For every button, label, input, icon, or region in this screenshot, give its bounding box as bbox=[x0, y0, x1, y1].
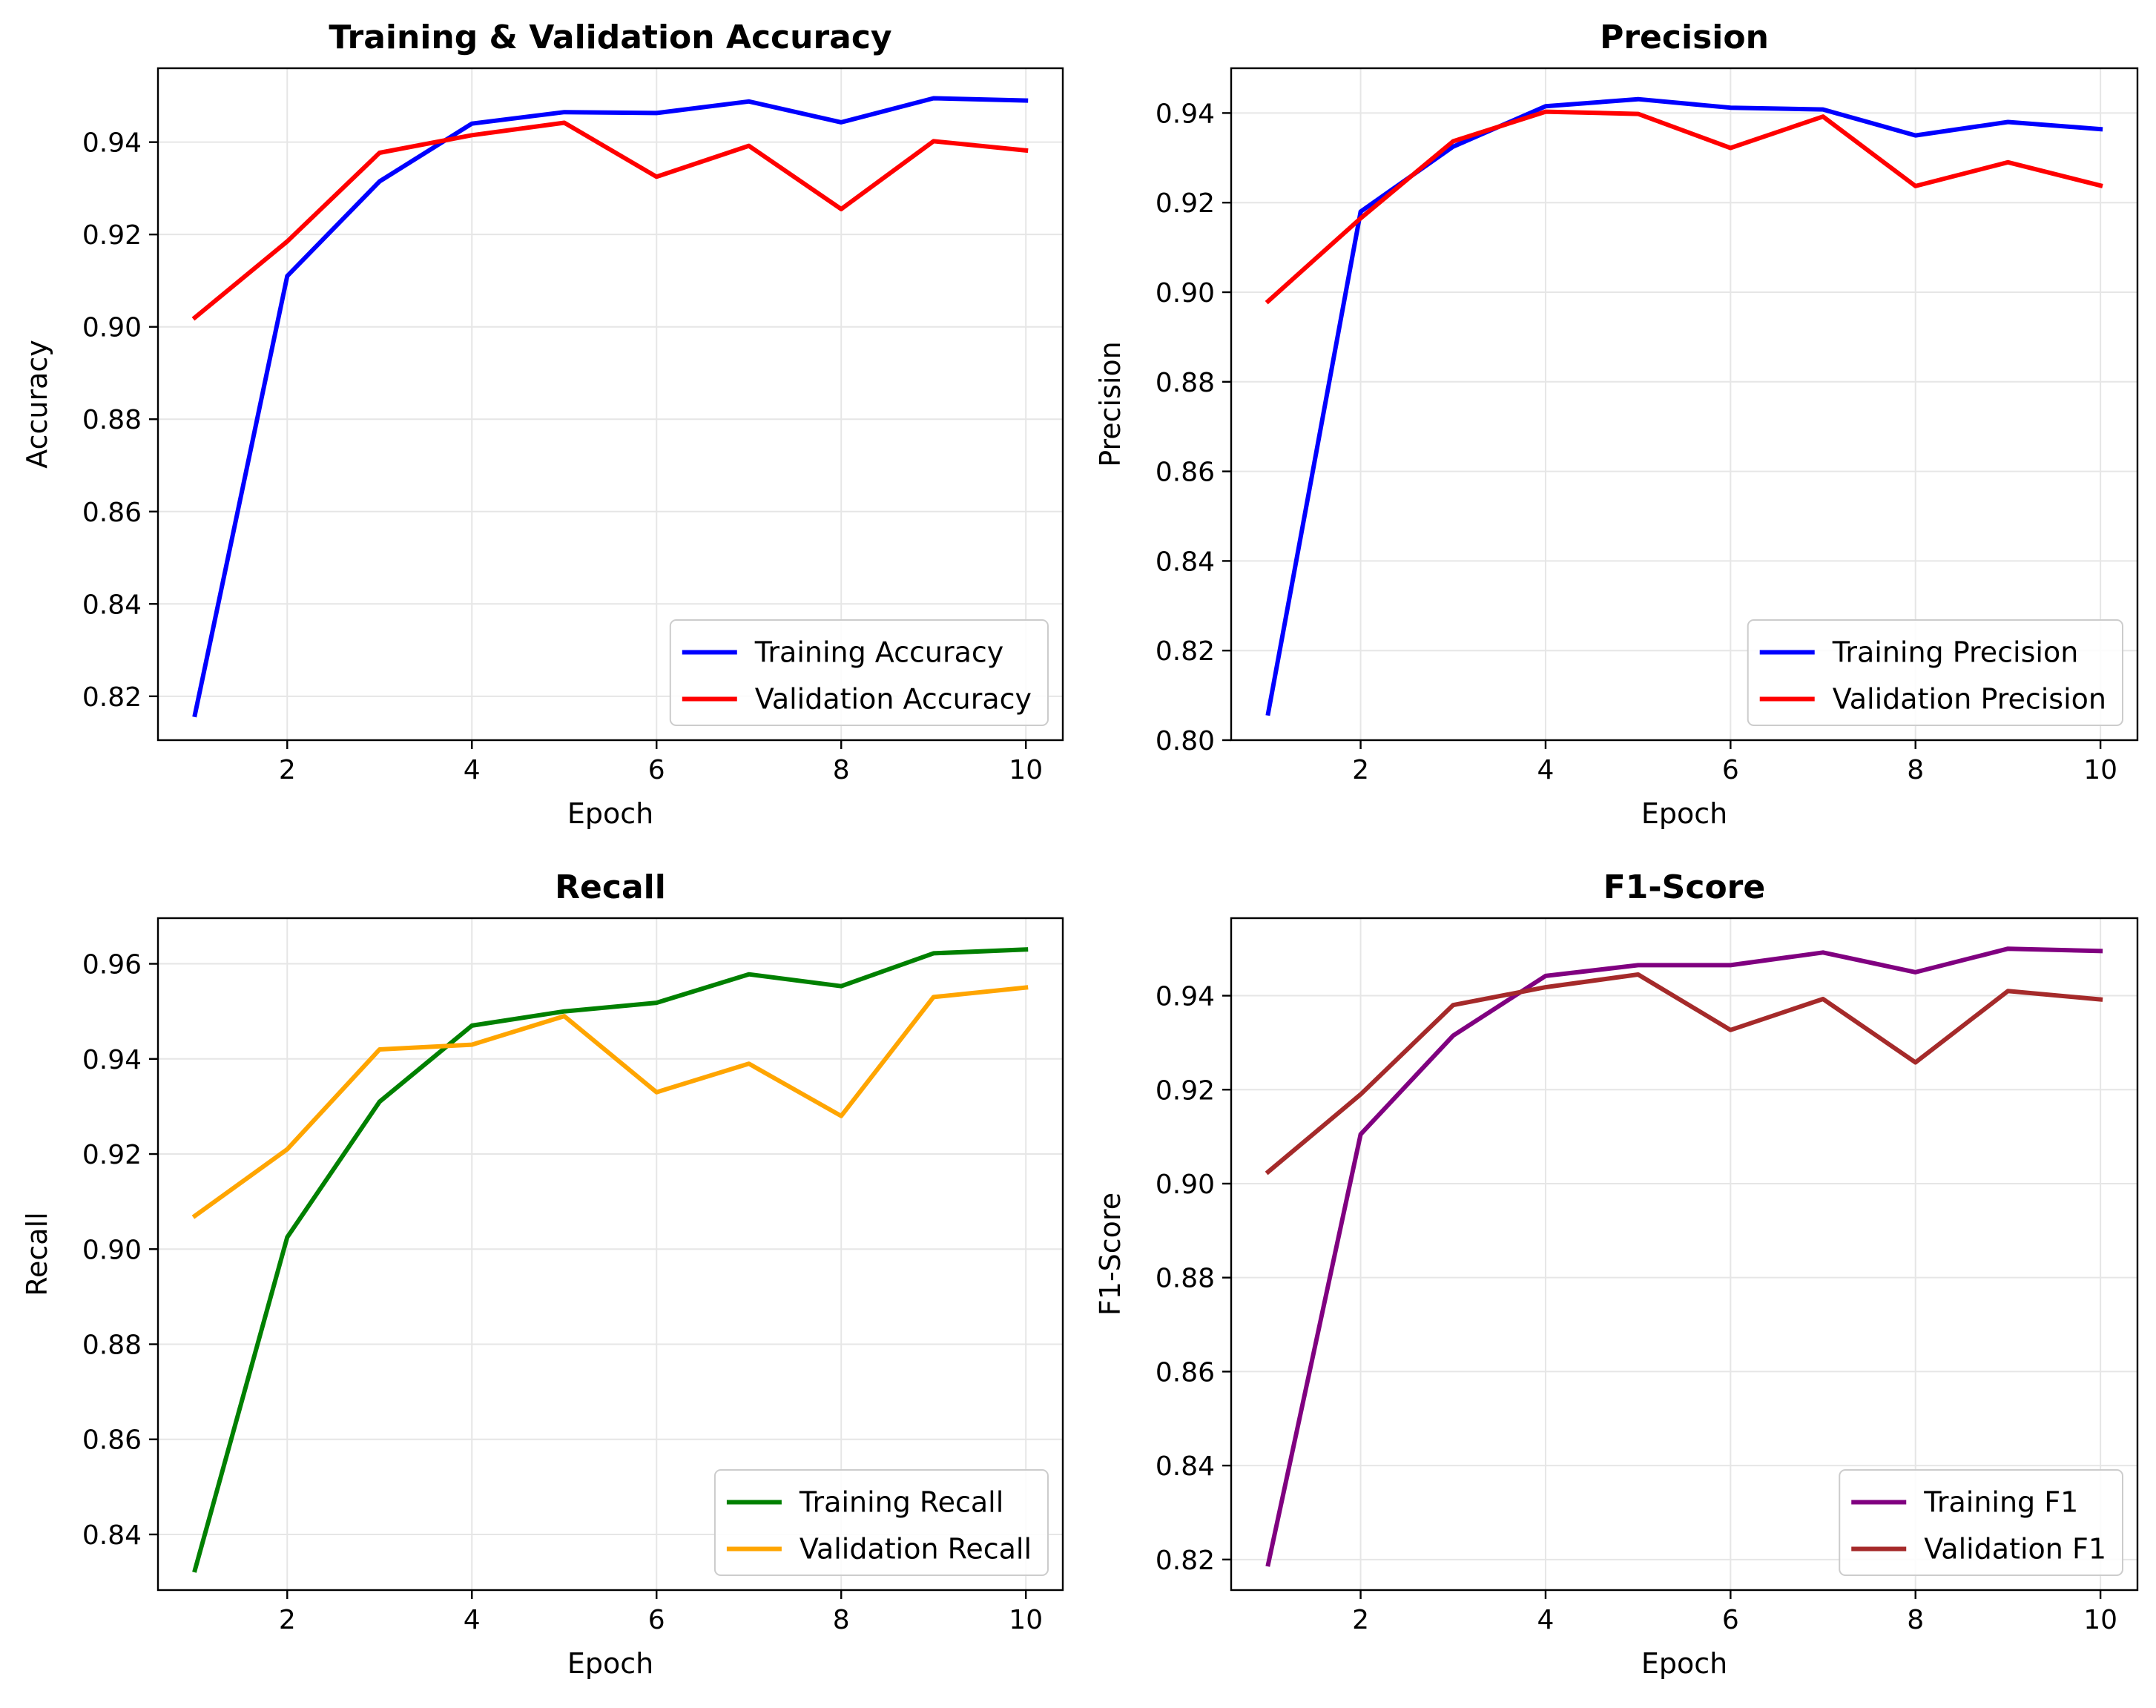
series-line-training-recall bbox=[192, 947, 1029, 1573]
y-tick-label: 0.94 bbox=[82, 1045, 142, 1075]
x-tick-label: 10 bbox=[2083, 1605, 2117, 1635]
axes-frame bbox=[1230, 917, 2139, 1592]
y-tick-label: 0.84 bbox=[82, 1520, 142, 1551]
y-tick-label: 0.86 bbox=[82, 498, 142, 528]
y-tick-label: 0.96 bbox=[82, 950, 142, 980]
y-tick-label: 0.94 bbox=[1156, 99, 1215, 129]
x-tick-label: 6 bbox=[648, 755, 665, 785]
x-axis-label: Epoch bbox=[1641, 1647, 1727, 1680]
y-axis-label: F1-Score bbox=[1094, 1193, 1127, 1316]
x-tick-label: 10 bbox=[1009, 755, 1043, 785]
y-tick-label: 0.92 bbox=[82, 220, 142, 251]
chart-title: F1-Score bbox=[1603, 868, 1765, 906]
legend: Training F1 Validation F1 bbox=[1839, 1469, 2123, 1576]
x-tick-label: 2 bbox=[1352, 755, 1369, 785]
x-tick-label: 4 bbox=[464, 1605, 481, 1635]
legend-label: Training Precision bbox=[1832, 636, 2079, 669]
y-tick-label: 0.84 bbox=[1156, 547, 1215, 577]
series-line-validation-accuracy bbox=[191, 120, 1029, 321]
y-tick-label: 0.90 bbox=[1156, 278, 1215, 309]
legend-label: Training F1 bbox=[1923, 1486, 2078, 1519]
y-tick-label: 0.86 bbox=[1156, 458, 1215, 488]
y-axis-label: Precision bbox=[1094, 341, 1127, 467]
y-tick-label: 0.88 bbox=[1156, 368, 1215, 398]
y-tick-label: 0.94 bbox=[82, 128, 142, 159]
x-tick-label: 6 bbox=[1722, 1605, 1739, 1635]
legend-box bbox=[713, 1469, 1049, 1576]
y-tick-label: 0.92 bbox=[1156, 1075, 1215, 1106]
y-tick-label: 0.86 bbox=[82, 1425, 142, 1456]
x-tick-label: 6 bbox=[1722, 755, 1739, 785]
legend-label: Validation Recall bbox=[800, 1533, 1032, 1566]
axes-frame bbox=[1230, 67, 2139, 742]
x-tick-label: 10 bbox=[2083, 755, 2117, 785]
y-tick-label: 0.88 bbox=[1156, 1264, 1215, 1294]
x-tick-label: 2 bbox=[279, 755, 296, 785]
y-tick-label: 0.82 bbox=[1156, 636, 1215, 667]
y-tick-label: 0.90 bbox=[82, 313, 142, 343]
legend-label: Validation Precision bbox=[1833, 683, 2106, 716]
chart-precision: 2 4 6 8 10 0.80 0.82 0.84 0.86 0.88 0.90 0.92 0.94 Pr… bbox=[1094, 19, 2139, 830]
x-tick-label: 8 bbox=[1907, 1605, 1924, 1635]
y-tick-label: 0.84 bbox=[1156, 1451, 1215, 1482]
y-tick-label: 0.94 bbox=[1156, 982, 1215, 1012]
x-tick-label: 4 bbox=[1537, 755, 1555, 785]
series-line-validation-recall bbox=[191, 985, 1029, 1219]
chart-title: Recall bbox=[555, 868, 666, 906]
legend-label: Validation F1 bbox=[1924, 1533, 2106, 1566]
legend-box bbox=[669, 619, 1049, 726]
y-tick-label: 0.90 bbox=[82, 1235, 142, 1265]
chart-f1-score: 2 4 6 8 10 0.82 0.84 0.86 0.88 0.90 0.92 0.94 F1-Sco… bbox=[1094, 868, 2139, 1680]
y-tick-label: 0.88 bbox=[82, 1331, 142, 1361]
y-tick-label: 0.92 bbox=[1156, 188, 1215, 219]
series-line-training-f1 bbox=[1265, 946, 2103, 1567]
legend-box bbox=[1747, 619, 2123, 726]
legend: Training Accuracy Validation Accuracy bbox=[669, 619, 1049, 726]
series-line-validation-precision bbox=[1265, 109, 2103, 305]
y-axis-label: Recall bbox=[21, 1212, 53, 1296]
x-axis-label: Epoch bbox=[567, 1647, 653, 1680]
y-axis-label: Accuracy bbox=[21, 340, 53, 469]
x-tick-label: 4 bbox=[464, 755, 481, 785]
chart-training-validation-accuracy: 2 4 6 8 10 0.82 0.84 0.86 0.88 0.90 0.92 0.94 Traini… bbox=[21, 19, 1064, 830]
y-tick-label: 0.82 bbox=[82, 682, 142, 713]
x-tick-label: 8 bbox=[833, 755, 850, 785]
legend-label: Validation Accuracy bbox=[755, 683, 1032, 716]
y-tick-label: 0.88 bbox=[82, 405, 142, 435]
legend: Training Precision Validation Precision bbox=[1747, 619, 2123, 726]
y-tick-label: 0.80 bbox=[1156, 726, 1215, 756]
chart-title: Training & Validation Accuracy bbox=[329, 19, 891, 56]
y-tick-label: 0.82 bbox=[1156, 1546, 1215, 1576]
x-tick-label: 6 bbox=[648, 1605, 665, 1635]
x-tick-label: 8 bbox=[1907, 755, 1924, 785]
axes-frame bbox=[156, 67, 1064, 742]
chart-title: Precision bbox=[1600, 19, 1769, 56]
y-tick-label: 0.92 bbox=[82, 1140, 142, 1170]
y-tick-label: 0.84 bbox=[82, 590, 142, 620]
x-axis-label: Epoch bbox=[1641, 797, 1727, 830]
series-line-training-accuracy bbox=[192, 96, 1029, 718]
x-tick-label: 2 bbox=[1352, 1605, 1369, 1635]
y-tick-label: 0.90 bbox=[1156, 1170, 1215, 1200]
x-tick-label: 10 bbox=[1009, 1605, 1043, 1635]
legend-label: Training Accuracy bbox=[754, 636, 1004, 669]
x-tick-label: 2 bbox=[279, 1605, 296, 1635]
legend: Training Recall Validation Recall bbox=[713, 1469, 1049, 1576]
x-tick-label: 8 bbox=[833, 1605, 850, 1635]
legend-box bbox=[1839, 1469, 2123, 1576]
y-tick-label: 0.86 bbox=[1156, 1357, 1215, 1388]
axes-frame bbox=[156, 917, 1064, 1592]
chart-recall: 2 4 6 8 10 0.84 0.86 0.88 0.90 0.92 0.94 0.96 Recall… bbox=[21, 868, 1064, 1680]
legend-label: Training Recall bbox=[799, 1486, 1003, 1519]
x-axis-label: Epoch bbox=[567, 797, 653, 830]
series-line-validation-f1 bbox=[1265, 972, 2103, 1176]
x-tick-label: 4 bbox=[1537, 1605, 1555, 1635]
